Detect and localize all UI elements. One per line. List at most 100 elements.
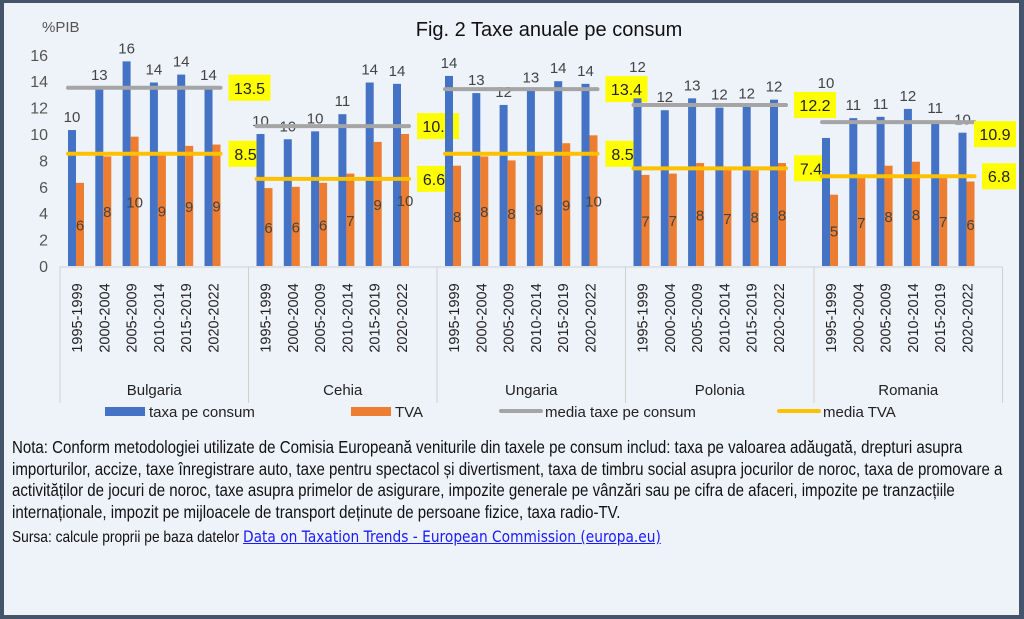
- data-label-taxa: 14: [361, 62, 378, 79]
- legend-label: taxa pe consum: [149, 404, 255, 421]
- mean-taxe-label-box: [605, 76, 648, 103]
- data-label-tva: 7: [346, 213, 354, 230]
- mean-taxe-label-box: [794, 91, 836, 118]
- source-link[interactable]: Data on Taxation Trends - European Commi…: [242, 527, 661, 546]
- source-prefix: Sursa: calcule proprii pe baza datelor: [12, 529, 243, 546]
- note-text: Nota: Conform metodologiei utilizate de …: [12, 437, 1003, 522]
- bar-tva: [319, 182, 328, 266]
- x-tick-label: 2015-2019: [933, 283, 949, 352]
- x-tick-label: 2020-2022: [584, 283, 600, 352]
- chart-title: Fig. 2 Taxe anuale pe consum: [416, 19, 682, 41]
- bar-taxa-pe-consum: [499, 104, 508, 267]
- bar-taxa-pe-consum: [204, 87, 213, 266]
- data-label-tva: 6: [76, 217, 84, 234]
- bar-tva: [453, 165, 461, 266]
- bar-taxa-pe-consum: [742, 106, 751, 266]
- bar-taxa-pe-consum: [958, 132, 967, 266]
- data-label-tva: 10: [126, 194, 143, 211]
- y-tick-label: 0: [39, 259, 48, 276]
- data-label-taxa: 14: [389, 63, 406, 80]
- bar-tva: [750, 167, 759, 266]
- bar-tva: [830, 194, 838, 266]
- bar-tva: [185, 145, 194, 266]
- x-tick-label: 2000-2004: [97, 283, 113, 352]
- country-label: Cehia: [323, 382, 363, 399]
- data-label-tva: 8: [778, 208, 786, 225]
- bar-taxa-pe-consum: [311, 131, 320, 266]
- data-label-tva: 9: [374, 197, 382, 214]
- x-tick-label: 2005-2009: [879, 283, 895, 352]
- y-tick-label: 14: [30, 74, 48, 91]
- data-label-tva: 8: [696, 208, 704, 225]
- mean-tva-label-box: [982, 163, 1016, 190]
- y-tick-label: 12: [30, 101, 48, 118]
- bar-taxa-pe-consum: [931, 120, 940, 266]
- data-label-tva: 7: [723, 211, 731, 228]
- data-label-tva: 5: [830, 223, 838, 240]
- data-label-tva: 7: [857, 215, 865, 232]
- bar-tva: [401, 134, 409, 266]
- bar-taxa-pe-consum: [149, 82, 158, 267]
- data-label-taxa: 13: [684, 77, 701, 94]
- bar-tva: [157, 155, 166, 266]
- bar-taxa-pe-consum: [283, 139, 292, 266]
- data-label-tva: 10: [585, 194, 602, 211]
- bar-tva: [641, 174, 650, 266]
- bar-taxa-pe-consum: [903, 108, 912, 266]
- bar-taxa-pe-consum: [122, 61, 131, 267]
- x-tick-label: 1995-1999: [70, 283, 86, 352]
- bar-tva: [76, 182, 84, 266]
- bar-taxa-pe-consum: [365, 82, 374, 267]
- bar-tva: [723, 169, 732, 266]
- x-tick-label: 2020-2022: [961, 283, 977, 352]
- bar-tva: [291, 186, 300, 266]
- data-label-taxa: 11: [335, 93, 351, 110]
- data-label-tva: 7: [669, 213, 677, 230]
- bar-tva: [507, 160, 516, 266]
- x-tick-label: 2015-2019: [368, 283, 384, 352]
- data-label-taxa: 13: [523, 69, 540, 86]
- bar-taxa-pe-consum: [715, 107, 724, 266]
- mean-tva-label: 7.4: [800, 161, 822, 178]
- bar-taxa-pe-consum: [445, 75, 453, 266]
- data-label-tva: 6: [292, 219, 300, 236]
- mean-taxe-label: 10.9: [979, 127, 1010, 144]
- data-label-tva: 8: [453, 209, 461, 226]
- data-label-tva: 6: [966, 217, 974, 234]
- bar-taxa-pe-consum: [822, 137, 830, 266]
- bar-tva: [534, 152, 543, 266]
- data-label-tva: 9: [562, 198, 570, 215]
- data-label-tva: 9: [185, 199, 193, 216]
- bar-tva: [589, 135, 598, 266]
- country-label: Ungaria: [505, 382, 558, 399]
- mean-taxe-label-box: [228, 74, 271, 101]
- mean-taxe-label: 12.2: [799, 98, 830, 115]
- data-label-taxa: 14: [173, 54, 190, 71]
- x-tick-label: 2010-2014: [152, 283, 168, 352]
- x-tick-label: 2000-2004: [474, 283, 490, 352]
- data-label-tva: 7: [939, 214, 947, 231]
- country-label: Polonia: [695, 382, 746, 399]
- country-label: Bulgaria: [127, 382, 183, 399]
- x-tick-label: 2020-2022: [772, 283, 788, 352]
- y-tick-label: 2: [39, 233, 48, 250]
- data-label-taxa: 14: [550, 60, 567, 77]
- data-label-taxa: 10: [64, 109, 81, 126]
- data-label-tva: 8: [912, 207, 920, 224]
- bar-taxa-pe-consum: [633, 98, 642, 266]
- x-tick-label: 2010-2014: [529, 283, 545, 352]
- mean-tva-label: 8.5: [611, 147, 633, 164]
- data-label-tva: 6: [319, 217, 327, 234]
- x-tick-label: 1995-1999: [447, 283, 463, 352]
- bar-taxa-pe-consum: [256, 134, 265, 266]
- legend-label: media taxe pe consum: [545, 404, 696, 421]
- bar-taxa-pe-consum: [177, 74, 186, 266]
- x-tick-label: 2010-2014: [340, 283, 356, 352]
- source-line: Sursa: calcule proprii pe baza datelor D…: [12, 527, 1014, 547]
- mean-taxe-label-box: [974, 121, 1016, 148]
- x-tick-label: 2015-2019: [179, 283, 195, 352]
- data-label-taxa: 12: [766, 79, 783, 96]
- bar-taxa-pe-consum: [849, 118, 858, 266]
- data-label-taxa: 14: [146, 62, 163, 79]
- bar-taxa-pe-consum: [660, 110, 669, 267]
